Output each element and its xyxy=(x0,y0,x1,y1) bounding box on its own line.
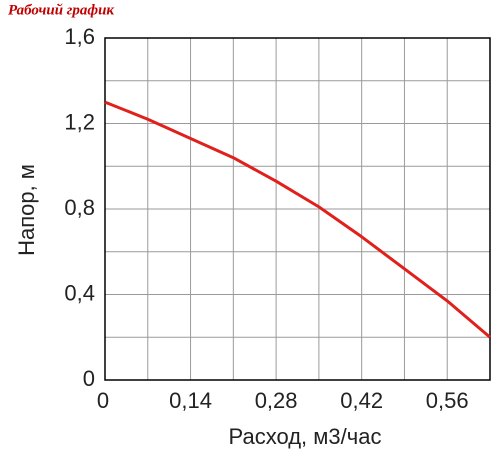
y-tick-label: 0,8 xyxy=(64,195,95,220)
x-tick-label: 0,14 xyxy=(169,388,212,413)
y-tick-label: 0 xyxy=(83,366,95,391)
x-tick-label: 0,56 xyxy=(426,388,469,413)
x-tick-label: 0 xyxy=(97,388,109,413)
x-tick-label: 0,42 xyxy=(340,388,383,413)
x-axis-label: Расход, м3/час xyxy=(229,424,382,449)
y-tick-label: 0,4 xyxy=(64,280,95,305)
x-tick-label: 0,28 xyxy=(255,388,298,413)
y-tick-label: 1,6 xyxy=(64,24,95,49)
y-axis-label: Напор, м xyxy=(14,164,39,256)
plot-frame xyxy=(104,37,491,381)
data-line xyxy=(104,100,491,339)
y-tick-label: 1,2 xyxy=(64,109,95,134)
chart-title: Рабочий график xyxy=(8,2,114,18)
